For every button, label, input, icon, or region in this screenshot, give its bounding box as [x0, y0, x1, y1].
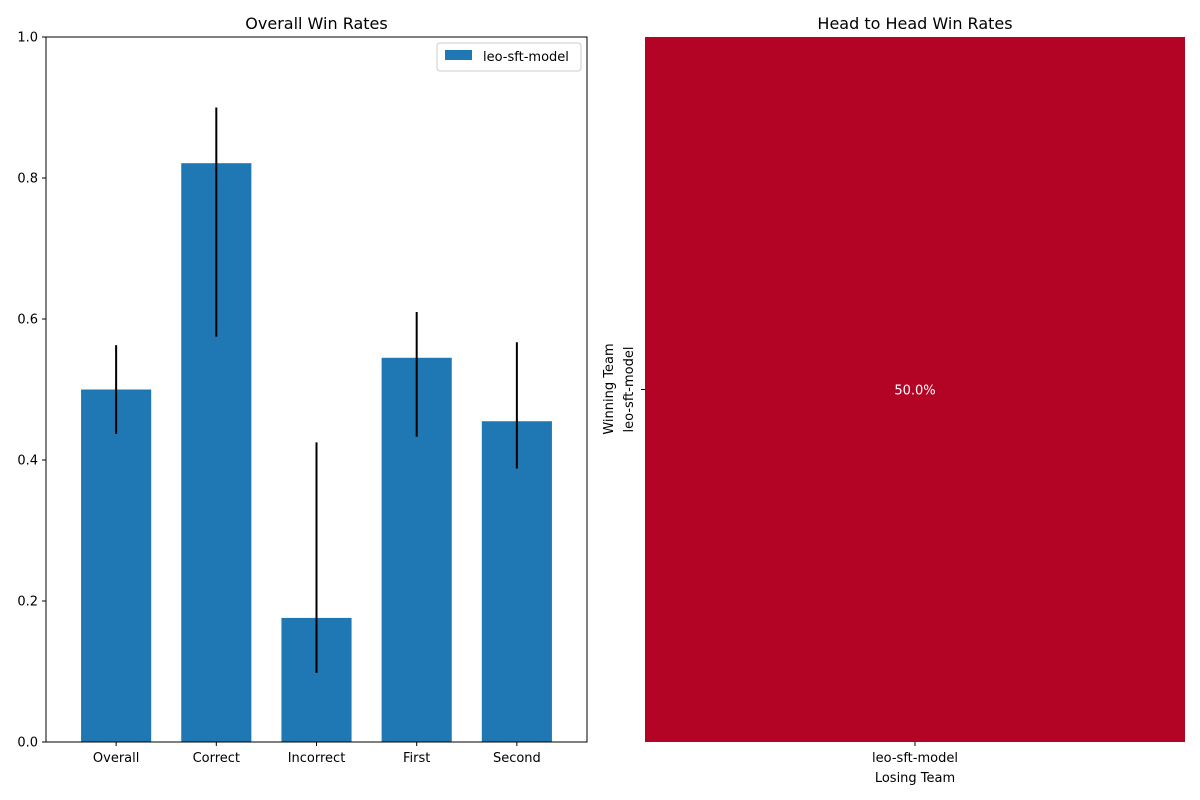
heatmap-title: Head to Head Win Rates	[817, 14, 1012, 33]
bar-overall	[81, 389, 152, 742]
y-tick-label: 0.6	[17, 313, 38, 328]
heatmap-x-axis: leo-sft-model	[872, 742, 958, 766]
legend-swatch	[445, 50, 472, 60]
bar-chart-title: Overall Win Rates	[245, 14, 387, 33]
y-tick-label: 0.0	[17, 736, 38, 751]
legend-box	[436, 42, 582, 72]
heatmap-y-axis: leo-sft-model	[622, 347, 645, 433]
x-tick-label: Incorrect	[288, 751, 346, 766]
bar-chart-frame	[45, 36, 588, 743]
bar-series	[81, 163, 552, 742]
x-tick-label: Second	[493, 751, 541, 766]
bar-chart: Overall Win Rates 0.0 0.2 0.4 0.6 0.8 1.0 Ove…	[17, 14, 588, 766]
heatmap-y-axis-label: Winning Team	[602, 343, 617, 434]
heatmap-chart: Head to Head Win Rates 50.0% leo-sft-mod…	[602, 14, 1185, 786]
heatmap-x-axis-label: Losing Team	[875, 771, 955, 786]
x-tick-label: First	[403, 751, 430, 766]
y-tick-label: 0.2	[17, 595, 38, 610]
x-tick-label: Overall	[93, 751, 139, 766]
y-tick-label: 0.4	[17, 454, 38, 469]
x-tick-label: Correct	[193, 751, 240, 766]
legend: leo-sft-model	[436, 42, 582, 72]
heatmap-x-tick-label: leo-sft-model	[872, 751, 958, 766]
error-bars	[115, 107, 518, 673]
y-tick-label: 0.8	[17, 172, 38, 187]
heatmap-y-tick-label: leo-sft-model	[622, 347, 637, 433]
y-axis: 0.0 0.2 0.4 0.6 0.8 1.0	[17, 31, 46, 751]
y-tick-label: 1.0	[17, 31, 38, 46]
bar-second	[481, 421, 552, 742]
heatmap-cells: 50.0%	[645, 37, 1185, 742]
x-axis: Overall Correct Incorrect First Second	[93, 742, 541, 766]
legend-label: leo-sft-model	[483, 50, 569, 65]
heatmap-cell-label: 50.0%	[894, 384, 935, 399]
heatmap-cell	[645, 37, 1185, 742]
